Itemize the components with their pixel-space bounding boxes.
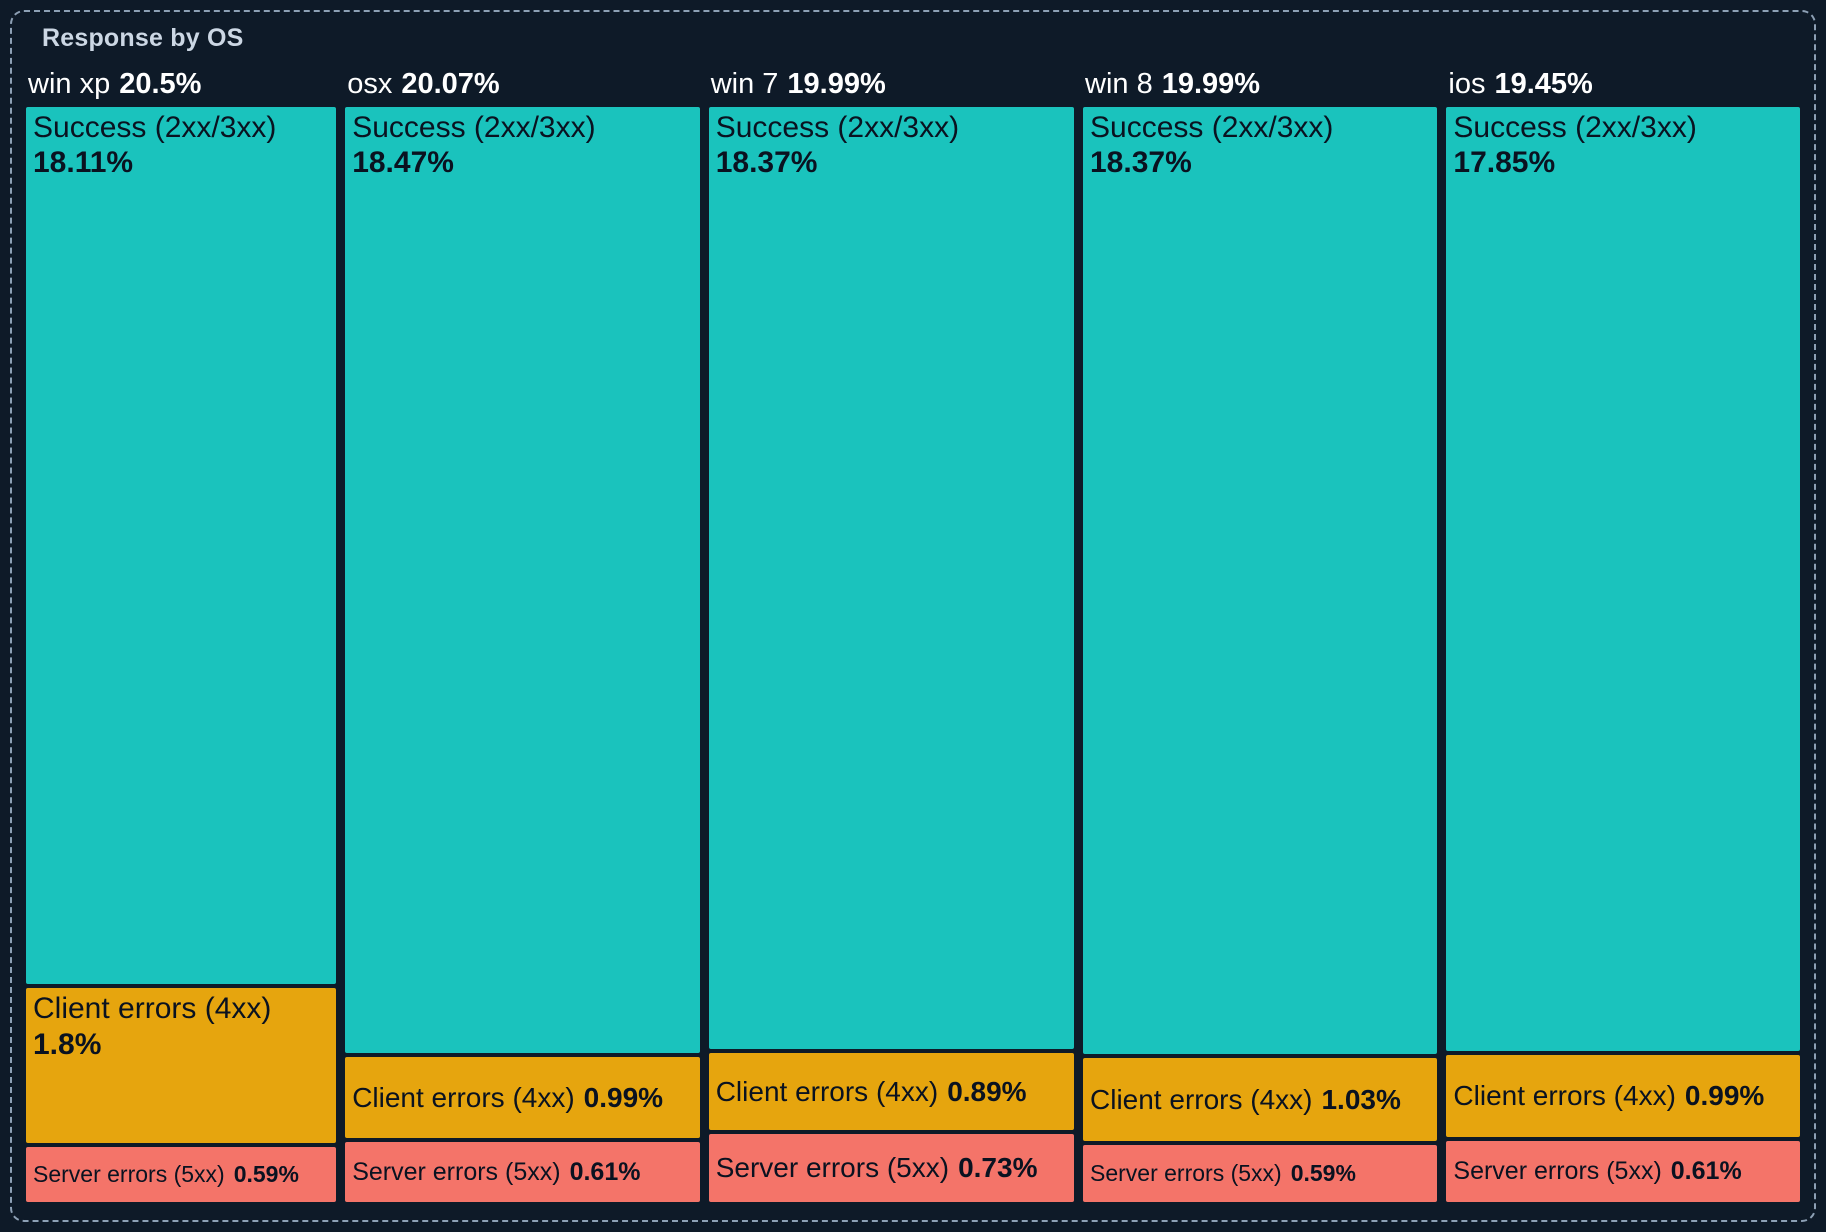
os-total-value: 19.99% [787, 68, 886, 100]
segment-value: 18.37% [715, 146, 818, 180]
segment-success-win-8[interactable]: Success (2xx/3xx) 18.37% [1083, 107, 1438, 1055]
os-column-win-xp: win xp 20.5% Success (2xx/3xx) 18.11% Cl… [26, 68, 337, 1202]
segment-server-errors-ios[interactable]: Server errors (5xx) 0.61% [1446, 1141, 1801, 1202]
segment-value: 18.37% [1090, 146, 1192, 180]
segment-label: Success (2xx/3xx) [352, 111, 596, 144]
os-label: osx [347, 68, 393, 100]
segment-success-win-7[interactable]: Success (2xx/3xx) 18.37% [708, 107, 1074, 1050]
segment-value: 1.8% [33, 1027, 102, 1061]
segment-server-errors-win-7[interactable]: Server errors (5xx) 0.73% [708, 1133, 1074, 1202]
segment-label: Server errors (5xx) [715, 1151, 950, 1183]
segment-label: Success (2xx/3xx) [33, 111, 277, 144]
os-total-value: 20.07% [401, 68, 500, 100]
os-column-win-7: win 7 19.99% Success (2xx/3xx) 18.37% Cl… [708, 68, 1074, 1202]
segment-stack: Success (2xx/3xx) 18.47% Client errors (… [345, 107, 700, 1202]
column-header-win-xp: win xp 20.5% [26, 68, 336, 107]
os-column-win-8: win 8 19.99% Success (2xx/3xx) 18.37% Cl… [1083, 68, 1438, 1202]
segment-client-errors-win-7[interactable]: Client errors (4xx) 0.89% [708, 1053, 1074, 1130]
segment-label: Server errors (5xx) [1453, 1157, 1662, 1186]
os-total-value: 19.99% [1161, 68, 1261, 100]
segment-stack: Success (2xx/3xx) 17.85% Client errors (… [1446, 107, 1801, 1202]
segment-label: Server errors (5xx) [352, 1157, 561, 1186]
segment-stack: Success (2xx/3xx) 18.11% Client errors (… [26, 107, 337, 1202]
segment-label: Client errors (4xx) [352, 1081, 575, 1113]
segment-label: Client errors (4xx) [1090, 1083, 1313, 1115]
segment-label: Client errors (4xx) [1453, 1080, 1676, 1112]
segment-success-ios[interactable]: Success (2xx/3xx) 17.85% [1446, 107, 1801, 1052]
column-header-win-7: win 7 19.99% [709, 68, 1074, 107]
segment-server-errors-win-xp[interactable]: Server errors (5xx) 0.59% [26, 1146, 337, 1202]
segment-value: 0.61% [569, 1157, 641, 1186]
segment-value: 0.73% [958, 1151, 1038, 1183]
os-label: ios [1448, 68, 1486, 100]
segment-client-errors-osx[interactable]: Client errors (4xx) 0.99% [345, 1057, 700, 1139]
segment-label: Client errors (4xx) [715, 1075, 939, 1107]
column-header-osx: osx 20.07% [345, 68, 700, 107]
segment-value: 0.61% [1670, 1157, 1742, 1186]
segment-value: 0.59% [233, 1160, 299, 1187]
os-total-value: 20.5% [119, 68, 202, 100]
segment-value: 0.59% [1290, 1159, 1356, 1186]
segment-client-errors-win-8[interactable]: Client errors (4xx) 1.03% [1083, 1058, 1438, 1141]
os-total-value: 19.45% [1494, 68, 1593, 100]
column-header-ios: ios 19.45% [1446, 68, 1800, 107]
segment-client-errors-ios[interactable]: Client errors (4xx) 0.99% [1446, 1055, 1801, 1138]
os-label: win 7 [710, 68, 779, 100]
segment-success-osx[interactable]: Success (2xx/3xx) 18.47% [345, 107, 700, 1054]
os-column-osx: osx 20.07% Success (2xx/3xx) 18.47% Clie… [345, 68, 700, 1202]
segment-value: 0.99% [583, 1081, 664, 1113]
segment-value: 0.99% [1684, 1080, 1765, 1112]
segment-label: Server errors (5xx) [33, 1160, 225, 1187]
segment-value: 1.03% [1321, 1083, 1401, 1115]
segment-value: 18.11% [33, 146, 134, 180]
segment-server-errors-osx[interactable]: Server errors (5xx) 0.61% [345, 1142, 700, 1202]
segment-stack: Success (2xx/3xx) 18.37% Client errors (… [708, 107, 1074, 1202]
segment-label: Client errors (4xx) [33, 992, 272, 1026]
marimekko-chart: win xp 20.5% Success (2xx/3xx) 18.11% Cl… [26, 68, 1801, 1202]
segment-label: Success (2xx/3xx) [1090, 111, 1334, 144]
segment-label: Server errors (5xx) [1090, 1159, 1282, 1186]
segment-label: Success (2xx/3xx) [1453, 111, 1697, 144]
segment-success-win-xp[interactable]: Success (2xx/3xx) 18.11% [26, 107, 337, 985]
os-label: win 8 [1085, 68, 1153, 100]
response-by-os-panel: Response by OS win xp 20.5% Success (2xx… [10, 10, 1816, 1222]
os-column-ios: ios 19.45% Success (2xx/3xx) 17.85% Clie… [1446, 68, 1801, 1202]
segment-stack: Success (2xx/3xx) 18.37% Client errors (… [1083, 107, 1438, 1202]
segment-value: 0.89% [947, 1075, 1027, 1107]
os-label: win xp [28, 68, 111, 100]
segment-client-errors-win-xp[interactable]: Client errors (4xx) 1.8% [26, 988, 337, 1143]
panel-title: Response by OS [42, 24, 244, 52]
segment-label: Success (2xx/3xx) [715, 111, 960, 144]
segment-value: 17.85% [1453, 146, 1556, 180]
segment-server-errors-win-8[interactable]: Server errors (5xx) 0.59% [1083, 1144, 1438, 1202]
column-header-win-8: win 8 19.99% [1083, 68, 1437, 107]
segment-value: 18.47% [352, 146, 454, 180]
